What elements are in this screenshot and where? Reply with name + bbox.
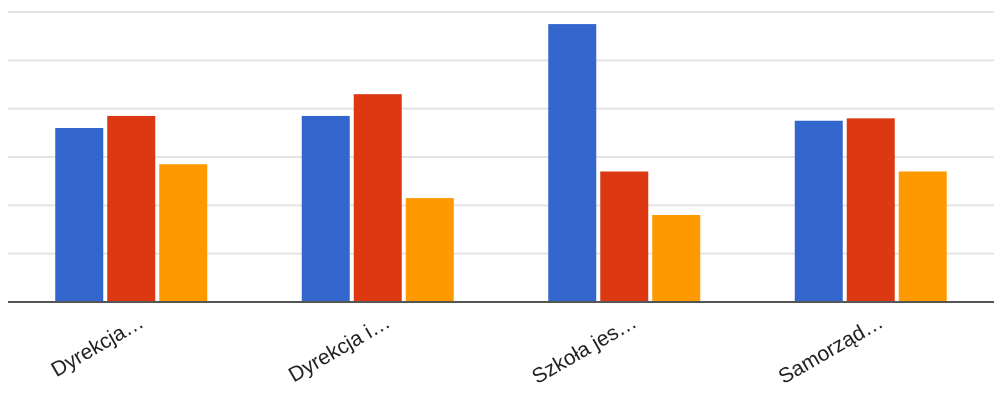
bar-series1-category4: [794, 120, 843, 302]
x-tick-label: Szkoła jes…: [528, 310, 641, 388]
x-tick-label: Dyrekcja i…: [285, 310, 395, 387]
bar-series2-category1: [107, 115, 156, 303]
x-axis-tick-labels: Dyrekcja… Dyrekcja i… Szkoła jes… Samorząd…: [47, 310, 887, 388]
bar-series3-category1: [159, 164, 208, 302]
bar-series3-category2: [405, 198, 454, 302]
bars: [55, 24, 947, 303]
bar-series2-category2: [353, 94, 402, 303]
bar-series1-category1: [55, 128, 104, 302]
bar-series1-category3: [548, 24, 597, 302]
bar-series1-category2: [301, 115, 350, 303]
gridlines: [8, 11, 994, 255]
bar-series3-category4: [898, 171, 947, 302]
x-tick-label: Dyrekcja…: [47, 310, 147, 381]
bar-series2-category4: [846, 118, 895, 302]
bar-series3-category3: [652, 215, 701, 302]
bar-series2-category3: [600, 171, 649, 302]
x-tick-label: Samorząd…: [775, 310, 888, 388]
